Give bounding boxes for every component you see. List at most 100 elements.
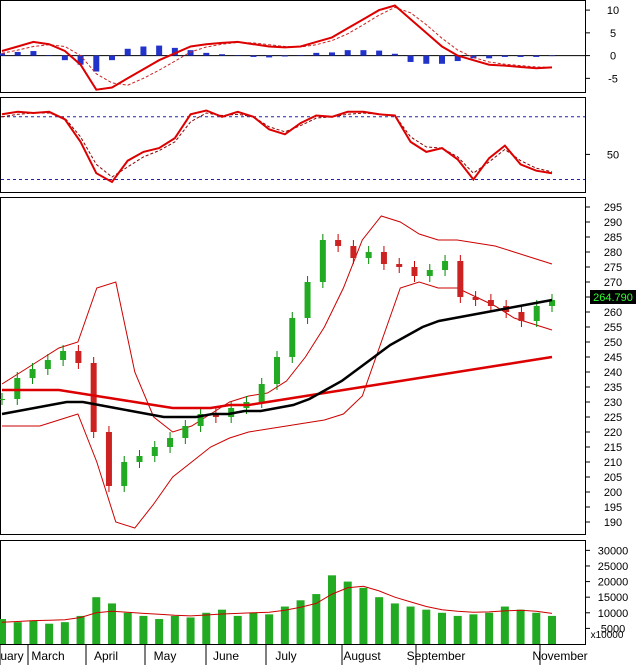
macd-tick-label: -5 [608,73,618,85]
volume-tick-label: 30000 [598,545,629,557]
axes-labels: 1050-55029529028528027527026526025525024… [0,5,628,665]
candle-body [105,432,112,486]
volume-bar [453,615,462,644]
macd-histogram-bar [109,55,115,61]
price-tick-label: 200 [604,487,622,499]
candle-body [136,456,143,462]
price-tick-label: 280 [604,247,622,259]
macd-tick-label: 10 [607,5,619,17]
price-tick-label: 205 [604,472,622,484]
macd-histogram-bar [30,51,37,56]
macd-histogram-bar [344,50,351,56]
macd-histogram-bar [93,55,100,72]
macd-histogram-bar [234,55,241,56]
macd-tick-label: 0 [610,51,616,63]
macd-histogram-bar [439,55,445,64]
candle-body [442,261,449,270]
volume-bar [469,614,478,644]
macd-histogram-bar [329,52,335,56]
candle-body [380,252,387,264]
macd-histogram-bar [203,52,210,56]
macd-histogram-bar [46,55,53,56]
price-tick-label: 225 [604,412,622,424]
price-tick-label: 245 [604,352,622,364]
candle-body [0,399,5,400]
x-axis-tick-label: August [343,649,381,663]
macd-histogram-bar [171,47,178,56]
price-tick-label: 190 [604,517,622,529]
x-axis-tick-label: November [532,649,587,663]
macd-histogram-bar [517,55,524,57]
price-tick-label: 270 [604,277,622,289]
macd-histogram-bar [281,55,288,57]
candle-body [472,297,479,300]
volume-bar [280,606,289,644]
macd-histogram-bar [266,55,273,58]
volume-bar [92,597,101,644]
ma-medium-line [1,298,553,419]
price-tick-label: 250 [604,337,622,349]
macd-histogram-bar [140,46,147,56]
candle-body [14,378,21,399]
candle-body [151,447,158,456]
rsi-tick-label: 50 [607,149,619,161]
volume-unit-label: x10000 [591,630,624,641]
volume-bar [532,612,541,644]
volume-bar [375,597,384,644]
price-tick-label: 210 [604,457,622,469]
x-axis-tick-label: July [275,649,296,663]
volume-tick-label: 5000 [601,623,625,635]
macd-histogram-bar [313,52,320,56]
price-tag: 264.790 [590,290,636,304]
volume-bar [548,615,556,644]
candle-body [319,240,326,282]
candle-body [426,270,433,276]
volume-bar [233,615,242,644]
candle-body [121,462,128,486]
price-tick-label: 230 [604,397,622,409]
macd-signal-line [1,6,553,86]
candle-body [365,252,372,258]
candle-body [258,384,265,402]
macd-histogram-bar [549,55,555,57]
volume-bar [359,587,368,644]
macd-line [1,4,553,91]
volume-bar [170,615,179,644]
volume-tick-label: 10000 [598,608,629,620]
macd-histogram-bar [297,55,304,56]
candle-body [549,300,555,306]
volume-bar [390,603,399,644]
volume-bar [108,603,116,644]
macd-histogram-bar [219,54,225,56]
candle-body [350,246,357,258]
rsi-panel-frame [0,97,586,193]
volume-panel [0,575,556,644]
candle-body [167,438,174,447]
macd-histogram-bar [533,55,540,57]
macd-tick-label: 5 [610,28,616,40]
volume-bar [406,606,415,644]
macd-histogram-bar [423,55,430,64]
volume-bar [328,575,336,644]
candle-body [75,351,82,363]
volume-bar [29,620,38,644]
macd-histogram-bar [470,55,477,59]
macd-histogram-bar [501,55,508,57]
candle-body [335,240,342,246]
volume-bar [186,617,195,644]
candle-body [274,357,280,384]
volume-bar [76,615,85,644]
price-tick-label: 240 [604,367,622,379]
volume-tick-label: 15000 [598,592,629,604]
candle-body [212,414,219,417]
price-tick-label: 235 [604,382,622,394]
volume-bar [249,612,258,644]
x-axis-tick-label: April [94,649,118,663]
rsi-signal-line [1,112,553,178]
volume-tick-label: 25000 [598,561,629,573]
price-tick-label: 220 [604,427,622,439]
volume-bar [312,594,321,644]
volume-bar [438,612,446,644]
volume-bar [218,609,226,644]
